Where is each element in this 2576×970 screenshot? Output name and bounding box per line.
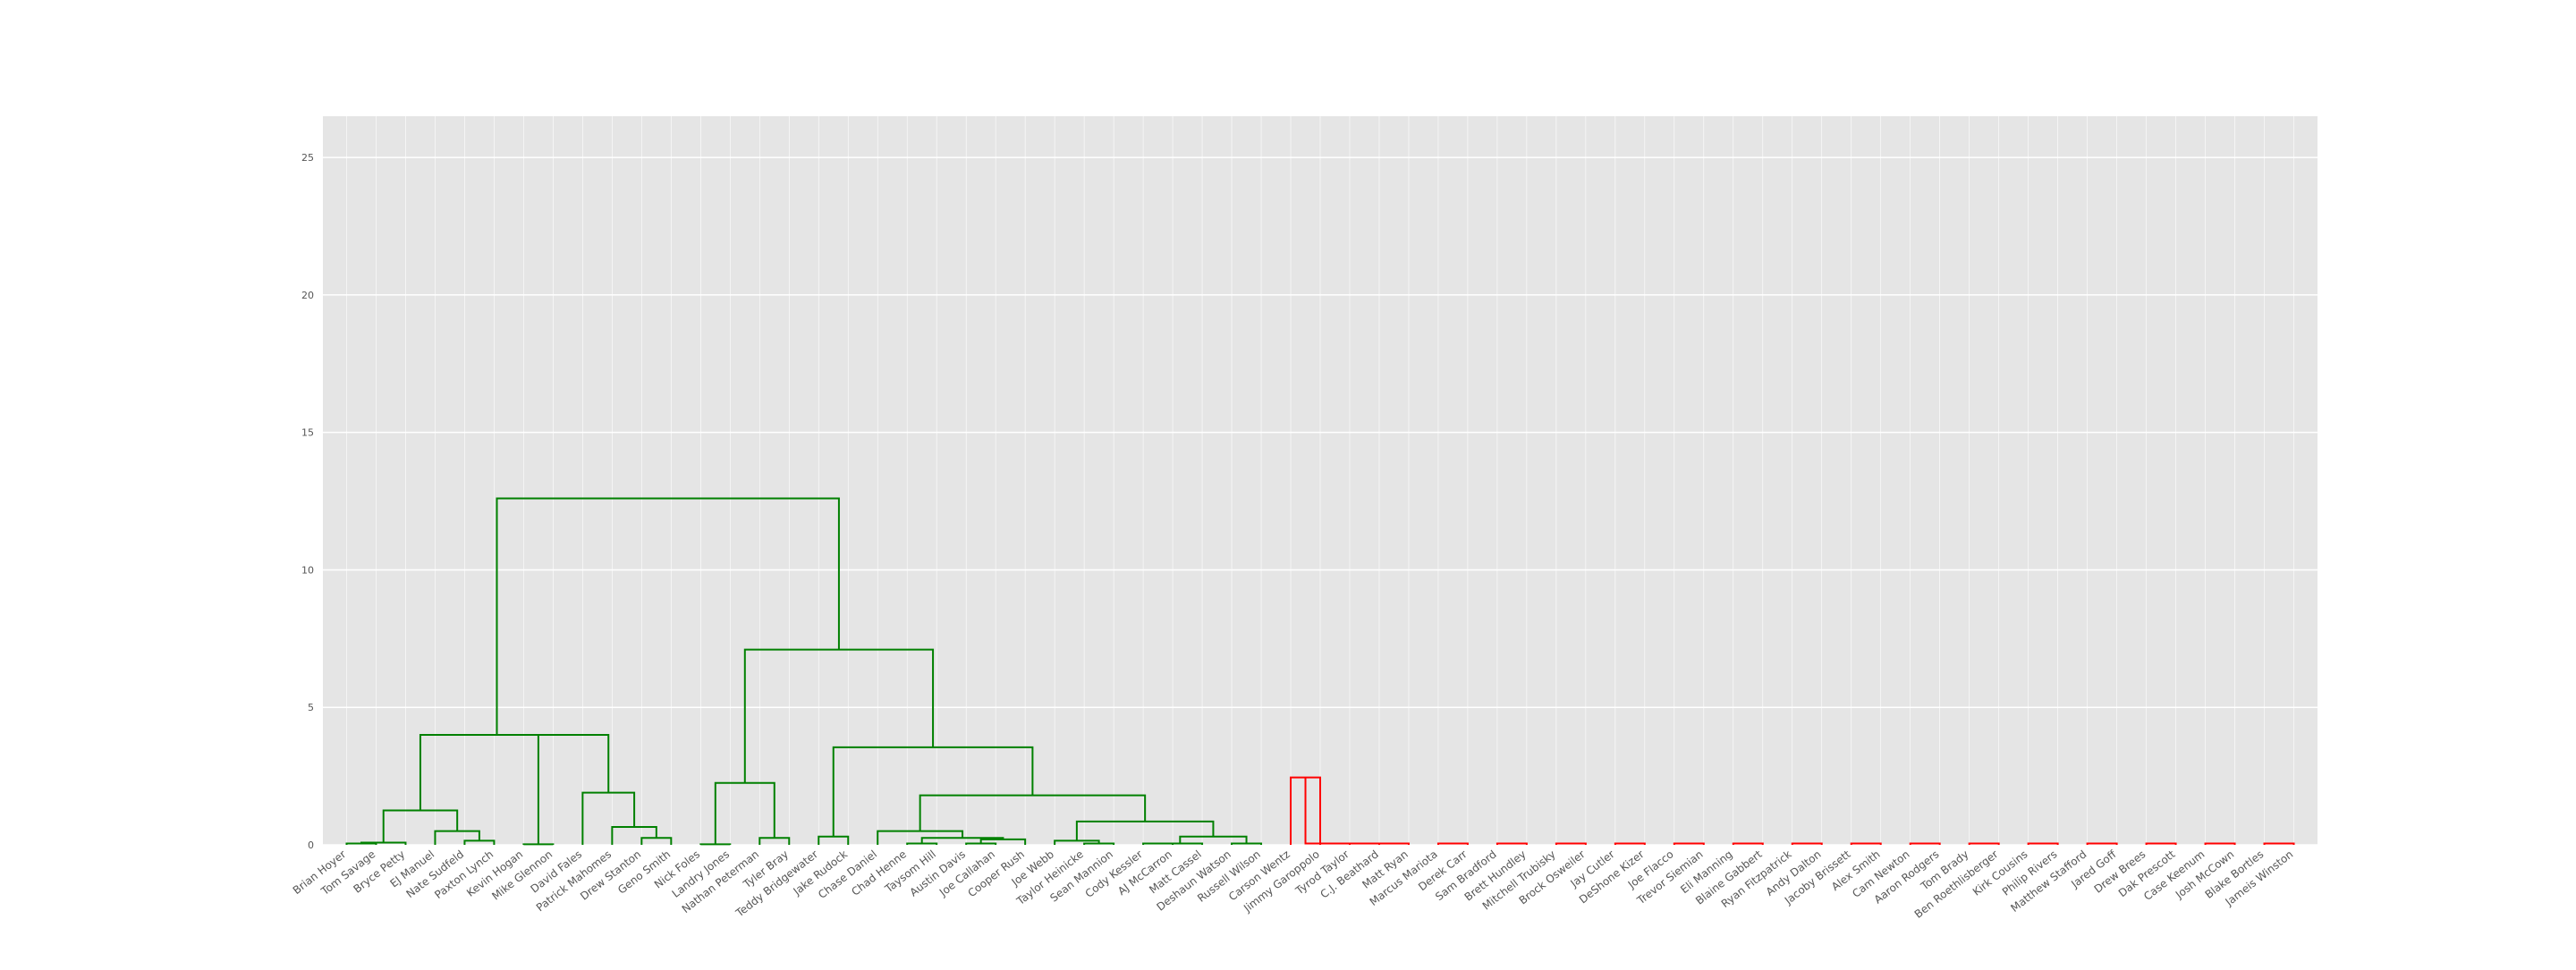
dendrogram-link-39 xyxy=(1732,842,1764,845)
dendrogram-link-42 xyxy=(1909,842,1941,845)
dendrogram-link-40 xyxy=(1791,842,1823,845)
dendrogram-link-44 xyxy=(2027,842,2059,845)
dendrogram-link-25 xyxy=(1179,835,1248,844)
dendrogram-link-43 xyxy=(1968,842,2000,845)
y-tick-label: 15 xyxy=(301,427,314,439)
dendrogram-link-35 xyxy=(1496,842,1528,845)
dendrogram-link-4 xyxy=(382,809,459,843)
y-tick-label: 10 xyxy=(301,564,314,576)
dendrogram-link-37 xyxy=(1614,842,1646,845)
grid-lines xyxy=(323,116,2318,846)
dendrogram-link-5 xyxy=(522,843,555,846)
dendrogram-links xyxy=(345,497,2295,846)
dendrogram-link-46 xyxy=(2145,842,2177,845)
dendrogram-link-41 xyxy=(1850,842,1882,845)
dendrogram-link-14 xyxy=(818,835,850,845)
dendrogram-link-9 xyxy=(537,733,610,845)
y-tick-label: 25 xyxy=(301,152,314,164)
dendrogram-link-47 xyxy=(2204,842,2236,845)
dendrogram-link-48 xyxy=(2263,842,2295,845)
y-axis-ticks: 0 5 10 15 20 25 xyxy=(301,152,314,851)
dendrogram-link-11 xyxy=(699,843,732,846)
dendrogram-link-45 xyxy=(2086,842,2118,845)
dendrogram-link-38 xyxy=(1673,842,1705,845)
y-tick-label: 20 xyxy=(301,290,314,301)
dendrogram-link-30 xyxy=(496,497,840,735)
dendrogram-link-26 xyxy=(1075,820,1215,841)
dendrogram-link-36 xyxy=(1555,842,1587,845)
dendrogram-link-2 xyxy=(463,839,496,845)
dendrogram-link-3 xyxy=(434,830,480,845)
dendrogram-link-33 xyxy=(1304,777,1410,845)
dendrogram-link-1 xyxy=(360,841,407,845)
dendrogram-link-23 xyxy=(1157,842,1204,845)
dendrogram-link-13 xyxy=(714,781,775,845)
y-tick-label: 0 xyxy=(308,839,314,851)
dendrogram-link-19 xyxy=(877,830,964,845)
dendrogram-link-34 xyxy=(1436,842,1469,845)
dendrogram-link-28 xyxy=(832,746,1034,837)
dendrogram-link-21 xyxy=(1054,839,1100,845)
y-tick-label: 5 xyxy=(308,702,314,713)
dendrogram-link-10 xyxy=(419,733,574,811)
